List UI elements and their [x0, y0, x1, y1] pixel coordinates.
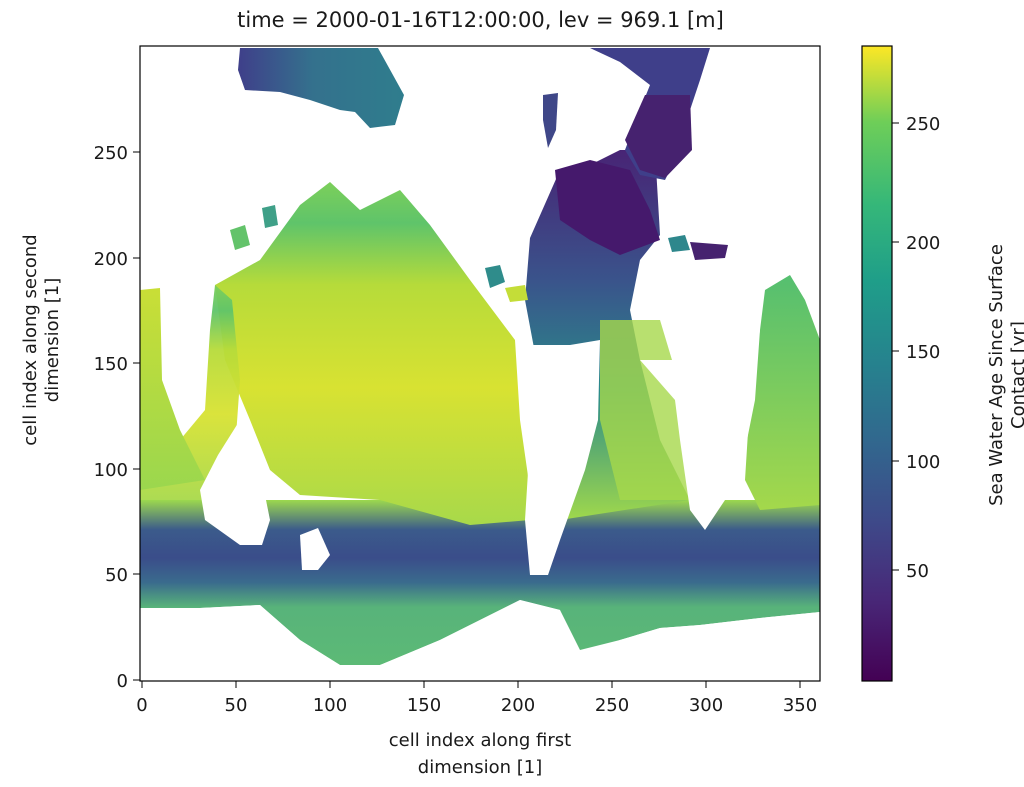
colorbar-gradient — [861, 45, 893, 682]
svg-text:0: 0 — [117, 671, 128, 692]
y-tick: 0 — [117, 671, 140, 692]
svg-text:50: 50 — [105, 565, 128, 586]
svg-text:150: 150 — [407, 695, 441, 716]
svg-text:250: 250 — [94, 143, 128, 164]
x-tick: 200 — [501, 681, 535, 716]
colorbar-label-line1: Sea Water Age Since Surface — [986, 244, 1007, 506]
svg-text:200: 200 — [94, 249, 128, 270]
svg-text:100: 100 — [313, 695, 347, 716]
y-tick: 50 — [105, 565, 140, 586]
y-axis-label-line2: dimension [1] — [42, 277, 63, 403]
svg-text:100: 100 — [94, 460, 128, 481]
colorbar-tick: 50 — [892, 561, 929, 582]
colorbar-label-line2: Contact [yr] — [1008, 321, 1024, 429]
x-tick: 350 — [783, 681, 817, 716]
colorbar-tick: 200 — [892, 233, 940, 254]
svg-text:0: 0 — [136, 695, 147, 716]
y-axis: 0 50 100 150 200 250 — [94, 143, 140, 692]
colorbar: 50 100 150 200 250 — [861, 45, 940, 682]
svg-text:100: 100 — [906, 452, 940, 473]
y-axis-label-line1: cell index along second — [20, 234, 41, 446]
x-axis-label-line2: dimension [1] — [417, 757, 543, 778]
svg-text:250: 250 — [595, 695, 629, 716]
colorbar-tick: 150 — [892, 342, 940, 363]
x-tick: 300 — [689, 681, 723, 716]
x-tick: 250 — [595, 681, 629, 716]
colorbar-tick: 100 — [892, 452, 940, 473]
svg-text:200: 200 — [906, 233, 940, 254]
x-axis-label: cell index along first dimension [1] — [330, 727, 630, 781]
svg-text:250: 250 — [906, 114, 940, 135]
svg-text:350: 350 — [783, 695, 817, 716]
x-tick: 0 — [136, 681, 148, 716]
svg-text:150: 150 — [94, 354, 128, 375]
svg-text:50: 50 — [225, 695, 248, 716]
y-tick: 150 — [94, 354, 140, 375]
land-mask — [140, 330, 820, 681]
svg-text:50: 50 — [906, 561, 929, 582]
y-axis-label: cell index along second dimension [1] — [20, 190, 64, 490]
x-tick: 50 — [225, 681, 248, 716]
svg-text:200: 200 — [501, 695, 535, 716]
y-tick: 100 — [94, 460, 140, 481]
x-tick: 150 — [407, 681, 441, 716]
x-tick: 100 — [313, 681, 347, 716]
x-axis-label-line1: cell index along first — [388, 730, 572, 751]
x-axis: 0 50 100 150 200 250 300 350 — [136, 681, 817, 716]
colorbar-tick: 250 — [892, 114, 940, 135]
svg-text:150: 150 — [906, 342, 940, 363]
chart-title: time = 2000-01-16T12:00:00, lev = 969.1 … — [237, 8, 724, 32]
y-tick: 200 — [94, 249, 140, 270]
colorbar-label: Sea Water Age Since Surface Contact [yr] — [986, 205, 1024, 545]
y-tick: 250 — [94, 143, 140, 164]
svg-text:300: 300 — [689, 695, 723, 716]
